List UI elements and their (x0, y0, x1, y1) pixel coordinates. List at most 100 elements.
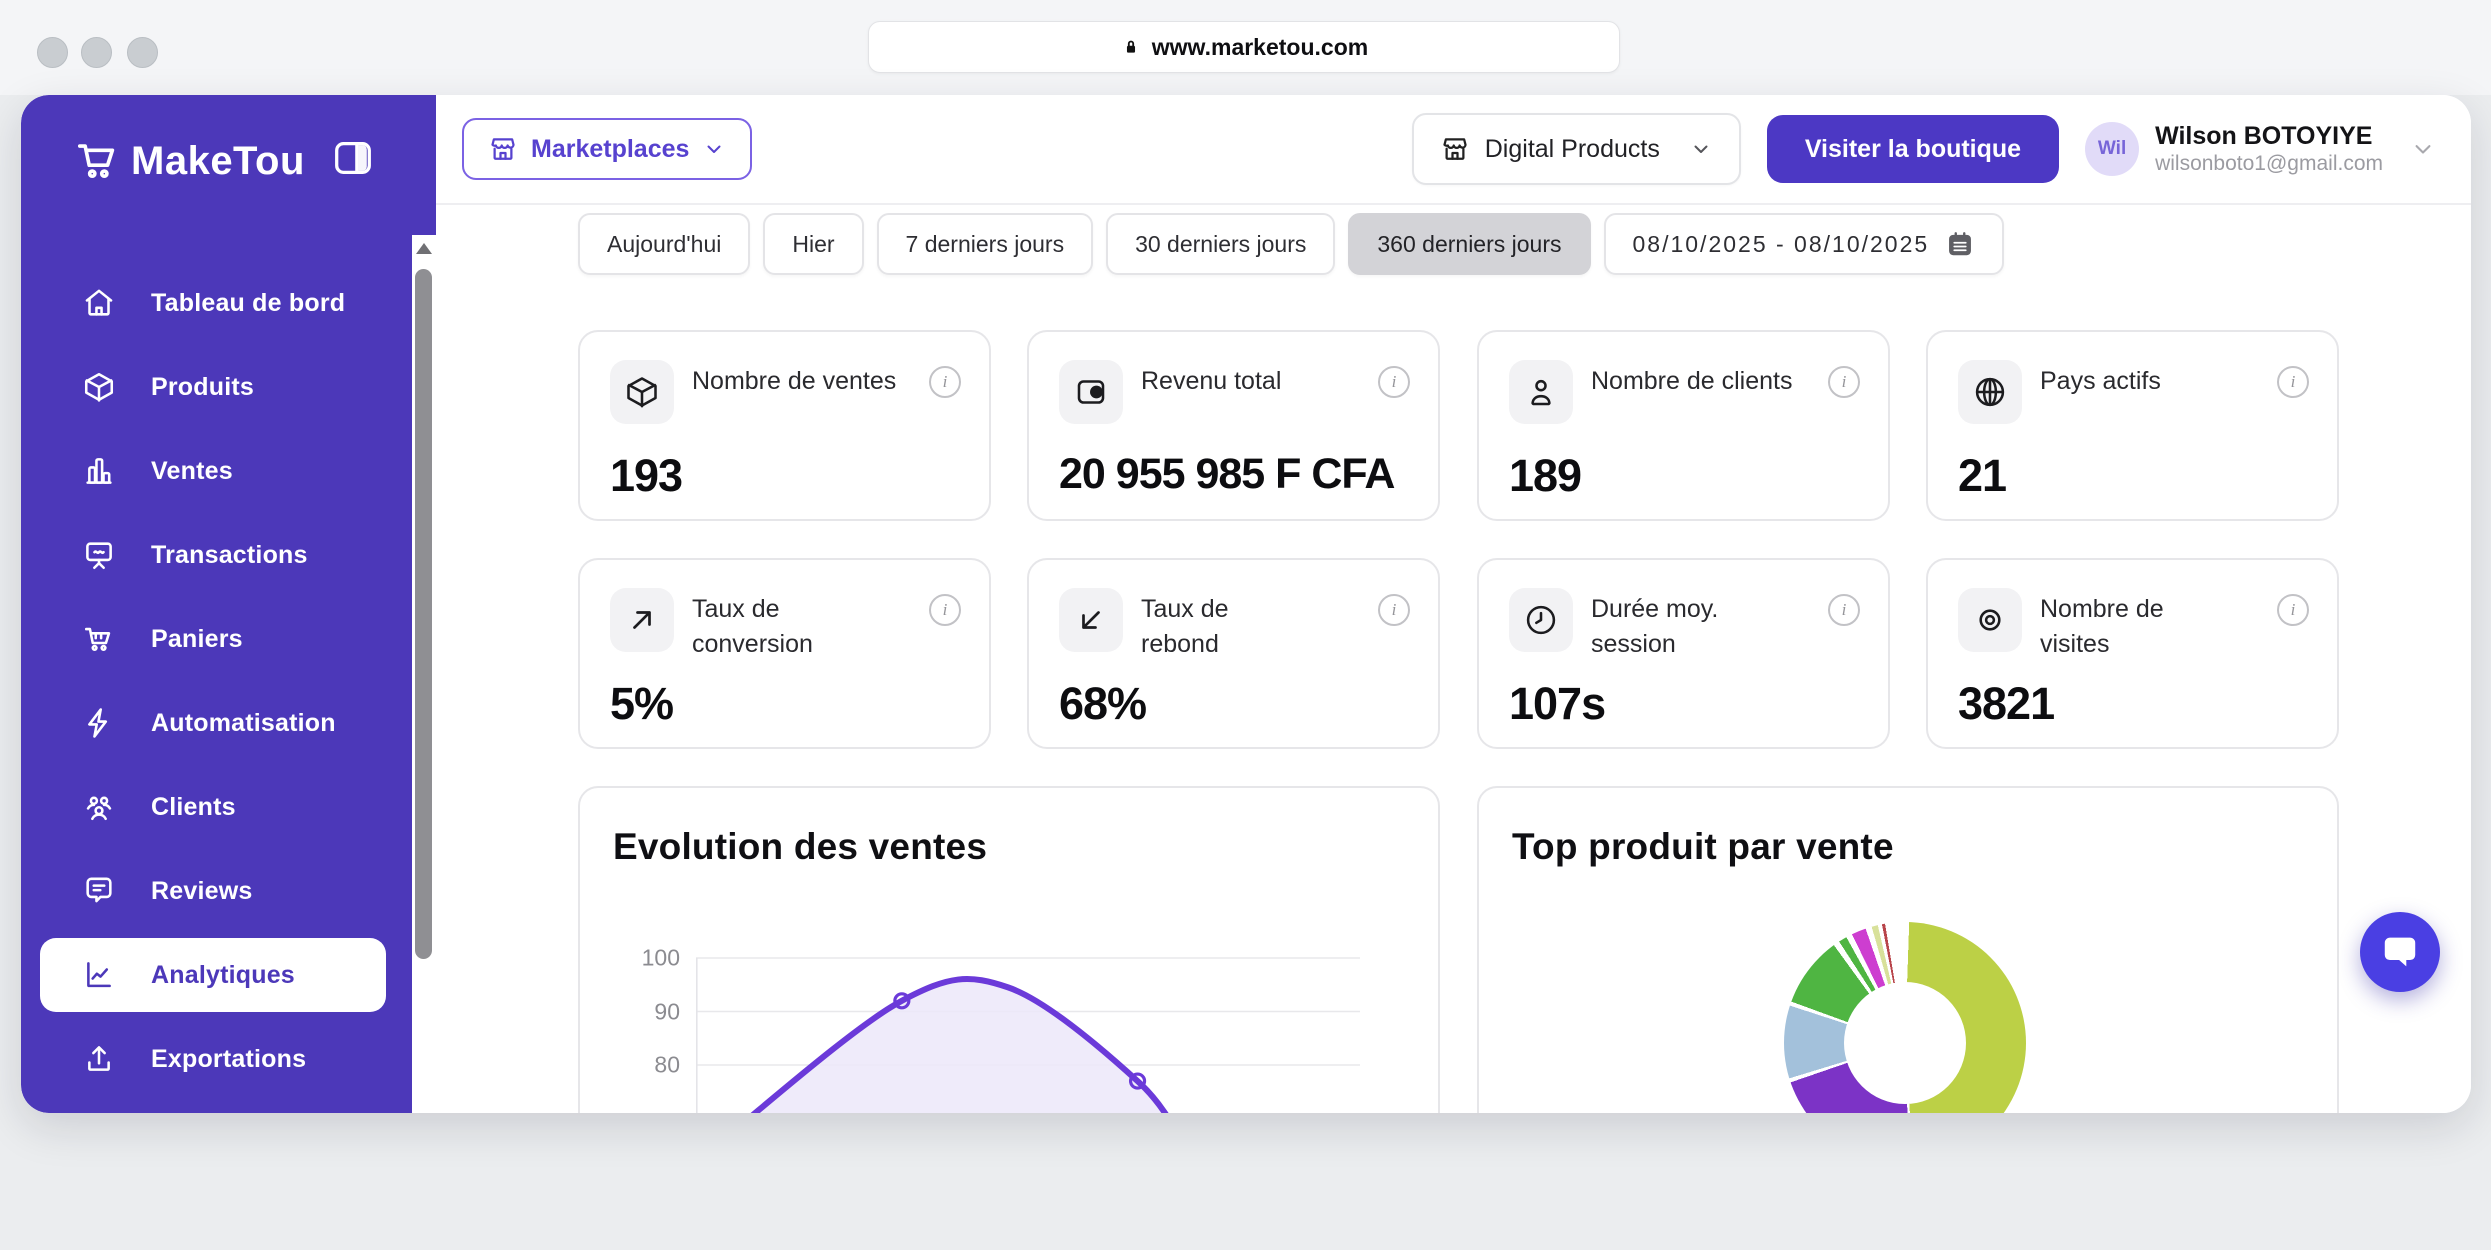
info-icon[interactable]: i (1378, 594, 1410, 626)
info-glyph: i (2290, 600, 2296, 619)
chevron-down-icon (1689, 137, 1713, 161)
topbar-right: Digital Products Visiter la boutique Wil… (1411, 113, 2437, 185)
chevron-down-icon (702, 137, 726, 161)
filter-chip-7-jours[interactable]: 7 derniers jours (876, 213, 1094, 275)
y-tick-80: 80 (654, 1051, 680, 1078)
stat-value: 107s (1509, 678, 1606, 729)
browser-chrome: www.marketou.com (0, 0, 2491, 95)
stat-label: Nombre de visites (2040, 595, 2164, 658)
filter-chip-360-jours[interactable]: 360 derniers jours (1348, 213, 1591, 275)
info-glyph: i (1391, 372, 1397, 391)
cart-icon (81, 621, 117, 657)
sidebar-item-clients[interactable]: Clients (21, 765, 412, 849)
sidebar-item-label: Paniers (151, 624, 243, 653)
stat-label: Taux de rebond (1141, 595, 1229, 658)
sidebar-collapse-toggle[interactable] (330, 135, 376, 181)
stat-card-conversion: Taux de conversion i 5% (578, 558, 991, 749)
home-icon (81, 285, 117, 321)
address-bar[interactable]: www.marketou.com (868, 21, 1620, 73)
top-product-card: Top produit par vente (1477, 786, 2339, 1113)
logo: MakeTou (75, 131, 406, 191)
filter-chip-aujourdhui[interactable]: Aujourd'hui (578, 213, 751, 275)
date-range-text: 08/10/2025 - 08/10/2025 (1632, 230, 1930, 257)
user-menu[interactable]: Wil Wilson BOTOYIYE wilsonboto1@gmail.co… (2085, 121, 2437, 177)
zap-icon (81, 705, 117, 741)
info-glyph: i (942, 600, 948, 619)
window-close-button[interactable] (37, 37, 68, 68)
stat-value: 193 (610, 450, 683, 501)
visit-store-label: Visiter la boutique (1804, 134, 2022, 163)
arrow-down-left-icon (1059, 588, 1123, 652)
chat-bubble-icon (81, 873, 117, 909)
store-select-value: Digital Products (1484, 134, 1660, 163)
wallet-icon (1059, 360, 1123, 424)
sidebar-item-tableau-de-bord[interactable]: Tableau de bord (21, 261, 412, 345)
users-icon (81, 789, 117, 825)
info-icon[interactable]: i (1828, 366, 1860, 398)
avatar: Wil (2085, 122, 2140, 176)
stat-card-duree: Durée moy. session i 107s (1477, 558, 1890, 749)
filter-chip-hier[interactable]: Hier (763, 213, 864, 275)
sidebar-item-analytiques[interactable]: Analytiques (40, 938, 386, 1012)
chat-icon (2379, 931, 2421, 973)
user-icon (1509, 360, 1573, 424)
sidebar-item-label: Clients (151, 792, 236, 821)
stat-card-clients: Nombre de clients i 189 (1477, 330, 1890, 521)
sidebar-item-paniers[interactable]: Paniers (21, 597, 412, 681)
sidebar-item-automatisation[interactable]: Automatisation (21, 681, 412, 765)
stat-label: Durée moy. session (1591, 595, 1719, 658)
calendar-icon (1945, 229, 1975, 259)
url-text: www.marketou.com (1151, 33, 1369, 60)
info-glyph: i (2290, 372, 2296, 391)
y-tick-100: 100 (641, 944, 680, 971)
chip-label: Hier (792, 230, 835, 257)
analytics-content: Aujourd'hui Hier 7 derniers jours 30 der… (436, 205, 2471, 1113)
target-eye-icon (1958, 588, 2022, 652)
info-icon[interactable]: i (1828, 594, 1860, 626)
marketplaces-dropdown[interactable]: Marketplaces (462, 118, 753, 180)
chip-label: 30 derniers jours (1135, 230, 1307, 257)
bar-chart-icon (81, 453, 117, 489)
sidebar-nav: Tableau de bord Produits Ventes Transact… (21, 261, 412, 1101)
sidebar-item-label: Analytiques (151, 960, 295, 989)
stat-value: 5% (610, 678, 674, 729)
sidebar-item-reviews[interactable]: Reviews (21, 849, 412, 933)
sidebar-item-ventes[interactable]: Ventes (21, 429, 412, 513)
sidebar-item-transactions[interactable]: Transactions (21, 513, 412, 597)
window-minimize-button[interactable] (81, 37, 112, 68)
filter-chip-30-jours[interactable]: 30 derniers jours (1106, 213, 1336, 275)
sales-line-chart (696, 957, 1360, 1113)
clock-icon (1509, 588, 1573, 652)
sidebar-item-label: Transactions (151, 540, 308, 569)
scrollbar-thumb[interactable] (415, 269, 432, 959)
presentation-icon (81, 537, 117, 573)
sidebar-item-exportations[interactable]: Exportations (21, 1017, 412, 1101)
stat-card-pays: Pays actifs i 21 (1926, 330, 2339, 521)
chat-button[interactable] (2360, 912, 2440, 992)
info-icon[interactable]: i (2277, 366, 2309, 398)
stat-value: 189 (1509, 450, 1582, 501)
scroll-up-arrow[interactable] (416, 243, 432, 254)
info-icon[interactable]: i (2277, 594, 2309, 626)
info-icon[interactable]: i (1378, 366, 1410, 398)
cube-icon (610, 360, 674, 424)
stat-label: Revenu total (1141, 367, 1282, 395)
stat-card-revenu: Revenu total i 20 955 985 F CFA (1027, 330, 1440, 521)
top-product-donut-chart (1784, 922, 2026, 1113)
user-info: Wilson BOTOYIYE wilsonboto1@gmail.com (2155, 121, 2383, 177)
window-maximize-button[interactable] (127, 37, 158, 68)
info-icon[interactable]: i (929, 366, 961, 398)
sidebar: MakeTou Tableau de bord Produits (21, 95, 436, 1113)
stat-value: 20 955 985 F CFA (1059, 450, 1395, 498)
stat-label: Pays actifs (2040, 367, 2161, 395)
info-icon[interactable]: i (929, 594, 961, 626)
info-glyph: i (942, 372, 948, 391)
sidebar-item-produits[interactable]: Produits (21, 345, 412, 429)
stat-card-ventes: Nombre de ventes i 193 (578, 330, 991, 521)
info-glyph: i (1841, 372, 1847, 391)
store-select[interactable]: Digital Products (1411, 113, 1741, 185)
stat-card-rebond: Taux de rebond i 68% (1027, 558, 1440, 749)
upload-icon (81, 1041, 117, 1077)
visit-store-button[interactable]: Visiter la boutique (1766, 115, 2060, 183)
date-range-picker[interactable]: 08/10/2025 - 08/10/2025 (1603, 213, 2005, 275)
